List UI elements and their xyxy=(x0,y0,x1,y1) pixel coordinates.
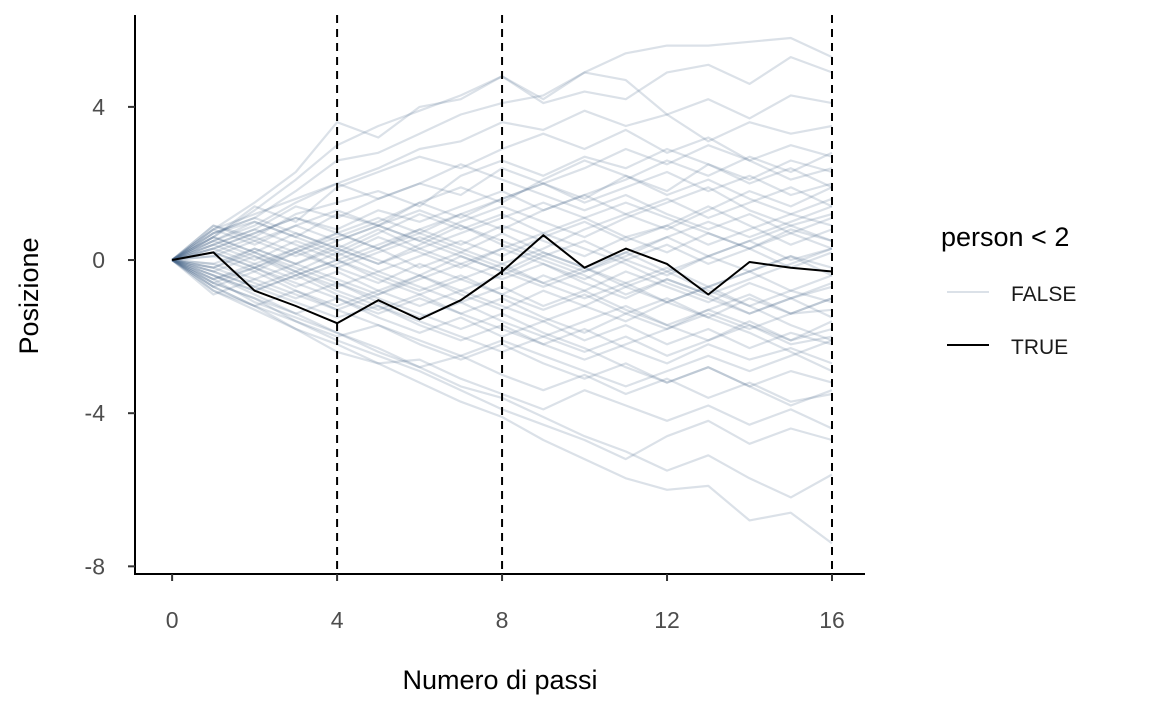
series-line-false-45 xyxy=(171,232,833,315)
y-tick-label--4: -4 xyxy=(85,400,106,426)
y-axis-title: Posizione xyxy=(14,237,44,354)
x-tick-label-16: 16 xyxy=(819,607,845,633)
series-line-false-4 xyxy=(171,109,833,261)
legend-label-true: TRUE xyxy=(1011,336,1068,359)
x-tick-label-4: 4 xyxy=(331,607,344,633)
legend-label-false: FALSE xyxy=(1011,283,1076,306)
x-axis-title: Numero di passi xyxy=(402,665,597,695)
series-line-false-42 xyxy=(171,163,833,261)
reference-lines xyxy=(336,15,834,574)
series-line-false-37 xyxy=(171,228,833,373)
axes xyxy=(128,15,865,581)
y-tick-label-4: 4 xyxy=(92,94,105,120)
series-line-false-9 xyxy=(171,186,833,262)
y-tick-label-0: 0 xyxy=(92,247,105,273)
tick-labels: 0 4 8 12 16 -8 -4 0 4 xyxy=(85,94,845,633)
series-line-false-40 xyxy=(171,186,833,265)
legend-title: person < 2 xyxy=(941,222,1069,252)
series-line-false-14 xyxy=(171,236,833,281)
series-line-false-43 xyxy=(171,259,833,342)
series-line-false-27 xyxy=(171,259,833,545)
y-tick-label--8: -8 xyxy=(85,553,105,579)
series-line-false-20 xyxy=(171,259,833,350)
series-line-false-36 xyxy=(171,258,833,357)
series-line-false-31 xyxy=(171,216,833,319)
series-line-false-16 xyxy=(171,251,833,304)
series-line-false-10 xyxy=(171,186,833,261)
series-line-false-17 xyxy=(171,255,833,308)
series-line-false-23 xyxy=(171,259,833,403)
series-line-false-7 xyxy=(171,163,833,262)
series-line-false-29 xyxy=(171,232,833,281)
legend: person < 2 FALSE TRUE xyxy=(941,222,1076,359)
x-tick-label-12: 12 xyxy=(654,607,680,633)
x-tick-label-8: 8 xyxy=(496,607,509,633)
series-line-false-30 xyxy=(171,224,833,311)
x-tick-label-0: 0 xyxy=(166,607,179,633)
